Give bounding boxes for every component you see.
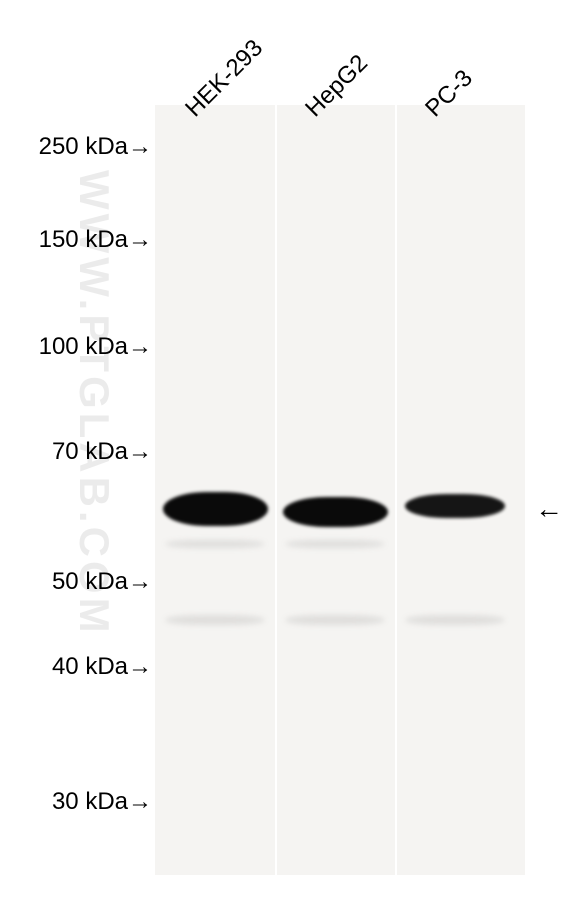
mw-text: 150 kDa [39, 226, 128, 253]
faint-band [165, 615, 265, 625]
mw-marker-150: 150 kDa→ [4, 226, 152, 254]
mw-marker-100: 100 kDa→ [4, 333, 152, 361]
faint-band [285, 615, 385, 625]
arrow-right-icon: → [128, 438, 152, 465]
western-blot-figure: WWW.PTGLAB.COM HEK-293 HepG2 PC-3 250 kD… [0, 0, 580, 903]
result-arrow-icon: ← [535, 493, 563, 525]
faint-band [165, 540, 265, 548]
arrow-right-icon: → [128, 333, 152, 360]
band-hek293 [163, 492, 268, 526]
arrow-right-icon: → [128, 568, 152, 595]
band-hepg2 [283, 497, 388, 527]
lane-divider [275, 105, 277, 875]
faint-band [285, 540, 385, 548]
arrow-right-icon: → [128, 226, 152, 253]
arrow-right-icon: → [128, 788, 152, 815]
mw-text: 40 kDa [52, 653, 128, 680]
mw-marker-40: 40 kDa→ [18, 653, 152, 681]
blot-membrane [155, 105, 525, 875]
mw-text: 100 kDa [39, 333, 128, 360]
mw-marker-50: 50 kDa→ [18, 568, 152, 596]
faint-band [405, 615, 505, 625]
arrow-right-icon: → [128, 133, 152, 160]
mw-text: 50 kDa [52, 568, 128, 595]
mw-marker-30: 30 kDa→ [18, 788, 152, 816]
mw-text: 250 kDa [39, 133, 128, 160]
band-pc3 [405, 494, 505, 518]
mw-marker-250: 250 kDa→ [4, 133, 152, 161]
mw-text: 70 kDa [52, 438, 128, 465]
arrow-right-icon: → [128, 653, 152, 680]
mw-text: 30 kDa [52, 788, 128, 815]
mw-marker-70: 70 kDa→ [18, 438, 152, 466]
lane-divider [395, 105, 397, 875]
